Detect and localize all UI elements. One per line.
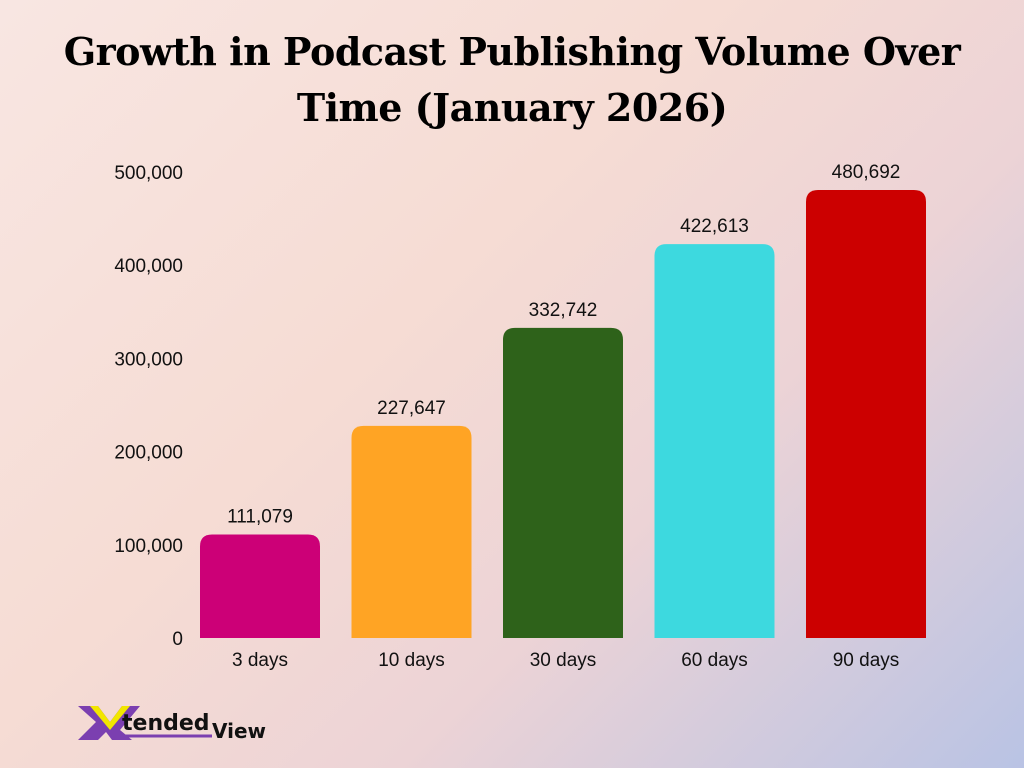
bar-10-days — [351, 425, 472, 638]
y-tick-label: 200,000 — [114, 443, 183, 464]
bar-90-days — [806, 189, 926, 638]
x-tick-label: 3 days — [232, 650, 288, 671]
data-label: 111,079 — [227, 506, 293, 527]
xtendedview-logo: tended View — [78, 706, 266, 743]
bar-3-days — [200, 534, 320, 638]
data-label: 480,692 — [832, 162, 901, 183]
data-label: 332,742 — [529, 300, 598, 321]
y-tick-label: 300,000 — [114, 349, 183, 370]
y-tick-label: 100,000 — [114, 536, 183, 557]
bar-30-days — [503, 327, 623, 638]
chart-title: Growth in Podcast Publishing Volume Over… — [63, 29, 961, 130]
y-tick-label: 500,000 — [114, 163, 183, 184]
y-tick-label: 400,000 — [114, 256, 183, 277]
x-tick-label: 10 days — [378, 650, 445, 671]
data-label: 227,647 — [377, 398, 446, 419]
data-label: 422,613 — [680, 216, 749, 237]
x-tick-label: 30 days — [530, 650, 597, 671]
bar-60-days — [654, 244, 775, 638]
svg-text:tended: tended — [122, 711, 210, 736]
svg-text:View: View — [212, 719, 266, 743]
x-tick-label: 60 days — [681, 650, 748, 671]
y-tick-label: 0 — [172, 629, 183, 650]
x-tick-label: 90 days — [833, 650, 900, 671]
